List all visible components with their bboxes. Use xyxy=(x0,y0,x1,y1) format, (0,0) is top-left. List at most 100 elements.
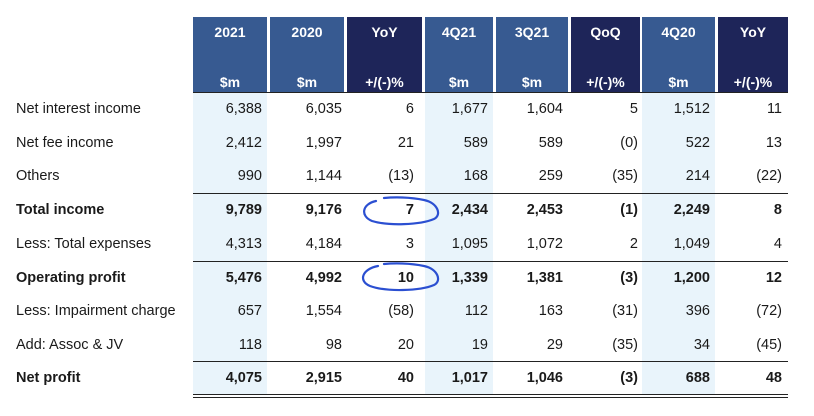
cell-value: 168 xyxy=(463,168,488,184)
cell-value: 2 xyxy=(629,236,638,252)
cell-value: 1,604 xyxy=(526,101,563,117)
cell-value: 6,035 xyxy=(305,101,342,117)
cell-value: 4,075 xyxy=(225,370,262,386)
cell-value: 6,388 xyxy=(225,101,262,117)
col-header-unit: +/(-)% xyxy=(733,74,773,90)
bottom-rule-1 xyxy=(193,394,788,395)
cell-value: (35) xyxy=(612,168,638,184)
cell-value: 7 xyxy=(405,202,414,218)
col-header-unit: $m xyxy=(521,74,543,90)
cell-value: 10 xyxy=(397,270,414,286)
cell-value: 4,184 xyxy=(305,236,342,252)
cell-value: (58) xyxy=(388,303,414,319)
cell-value: 11 xyxy=(766,101,782,117)
table-row: Net interest income 6,388 6,035 6 1,677 1,604… xyxy=(0,92,814,125)
table-row: Net profit 4,075 2,915 40 1,017 1,046 (3) 688 48 xyxy=(0,361,814,394)
cell-value: (13) xyxy=(388,168,414,184)
cell-value: 163 xyxy=(538,303,563,319)
cell-value: 13 xyxy=(765,135,782,151)
row-label: Others xyxy=(16,168,60,184)
row-label: Add: Assoc & JV xyxy=(16,337,124,353)
col-header-period: 3Q21 xyxy=(514,24,550,40)
cell-value: 9,789 xyxy=(225,202,262,218)
cell-value: 1,677 xyxy=(451,101,488,117)
col-header-period: QoQ xyxy=(590,24,621,40)
col-header-1: 2020 $m xyxy=(270,17,344,92)
cell-value: 1,512 xyxy=(673,101,710,117)
table-row: Others 990 1,144 (13) 168 259 (35) 214 (22) xyxy=(0,159,814,192)
col-header-5: QoQ +/(-)% xyxy=(571,17,640,92)
cell-value: 34 xyxy=(693,337,710,353)
rule-before-net-profit xyxy=(193,361,788,362)
cell-value: 2,249 xyxy=(673,202,710,218)
cell-value: 1,554 xyxy=(305,303,342,319)
cell-value: (35) xyxy=(612,337,638,353)
shade-4q20 xyxy=(642,92,715,394)
cell-value: (1) xyxy=(620,202,638,218)
cell-value: (45) xyxy=(756,337,782,353)
cell-value: 688 xyxy=(685,370,710,386)
rule-before-total-income xyxy=(193,193,788,194)
cell-value: 5 xyxy=(629,101,638,117)
cell-value: 1,144 xyxy=(305,168,342,184)
rule-before-operating-profit xyxy=(193,261,788,262)
cell-value: 40 xyxy=(397,370,414,386)
table-row: Less: Impairment charge 657 1,554 (58) 112 16… xyxy=(0,294,814,327)
col-header-period: YoY xyxy=(371,24,398,40)
col-header-2: YoY +/(-)% xyxy=(347,17,422,92)
cell-value: 1,049 xyxy=(673,236,710,252)
cell-value: 12 xyxy=(765,270,782,286)
col-header-0: 2021 $m xyxy=(193,17,267,92)
cell-value: 48 xyxy=(765,370,782,386)
cell-value: (3) xyxy=(620,370,638,386)
cell-value: 1,200 xyxy=(673,270,710,286)
cell-value: 4 xyxy=(773,236,782,252)
cell-value: 1,072 xyxy=(526,236,563,252)
col-header-period: YoY xyxy=(739,24,767,40)
cell-value: 589 xyxy=(463,135,488,151)
cell-value: 112 xyxy=(464,303,488,319)
cell-value: 3 xyxy=(405,236,414,252)
cell-value: 2,915 xyxy=(305,370,342,386)
cell-value: 19 xyxy=(471,337,488,353)
cell-value: 214 xyxy=(685,168,710,184)
row-label: Less: Impairment charge xyxy=(16,303,176,319)
col-header-unit: $m xyxy=(448,74,470,90)
cell-value: 8 xyxy=(773,202,782,218)
cell-value: 118 xyxy=(238,337,262,353)
row-label: Net fee income xyxy=(16,135,114,151)
cell-value: 657 xyxy=(237,303,262,319)
cell-value: 1,095 xyxy=(451,236,488,252)
col-header-period: 2021 xyxy=(214,24,246,40)
annotation-circle-total-income xyxy=(363,196,440,226)
cell-value: 396 xyxy=(685,303,710,319)
col-header-unit: +/(-)% xyxy=(586,74,625,90)
cell-value: (0) xyxy=(620,135,638,151)
col-header-unit: $m xyxy=(296,74,318,90)
cell-value: 1,997 xyxy=(305,135,342,151)
shade-4q21 xyxy=(425,92,493,394)
col-header-period: 2020 xyxy=(291,24,323,40)
cell-value: 2,434 xyxy=(451,202,488,218)
row-label: Operating profit xyxy=(16,270,126,286)
cell-value: 589 xyxy=(538,135,563,151)
cell-value: 990 xyxy=(237,168,262,184)
table-row: Operating profit 5,476 4,992 10 1,339 1,381 (3… xyxy=(0,261,814,294)
row-label: Net profit xyxy=(16,370,81,386)
cell-value: 1,046 xyxy=(526,370,563,386)
cell-value: 5,476 xyxy=(225,270,262,286)
cell-value: (31) xyxy=(612,303,638,319)
cell-value: 4,992 xyxy=(305,270,342,286)
cell-value: 9,176 xyxy=(305,202,342,218)
cell-value: 1,017 xyxy=(451,370,488,386)
cell-value: 29 xyxy=(546,337,563,353)
cell-value: (22) xyxy=(756,168,782,184)
col-header-7: YoY +/(-)% xyxy=(718,17,788,92)
col-header-6: 4Q20 $m xyxy=(642,17,715,92)
cell-value: 259 xyxy=(538,168,563,184)
col-header-unit: +/(-)% xyxy=(365,74,404,90)
row-label: Net interest income xyxy=(16,101,141,117)
shade-2021 xyxy=(193,92,267,394)
cell-value: 21 xyxy=(397,135,414,151)
col-header-3: 4Q21 $m xyxy=(425,17,493,92)
